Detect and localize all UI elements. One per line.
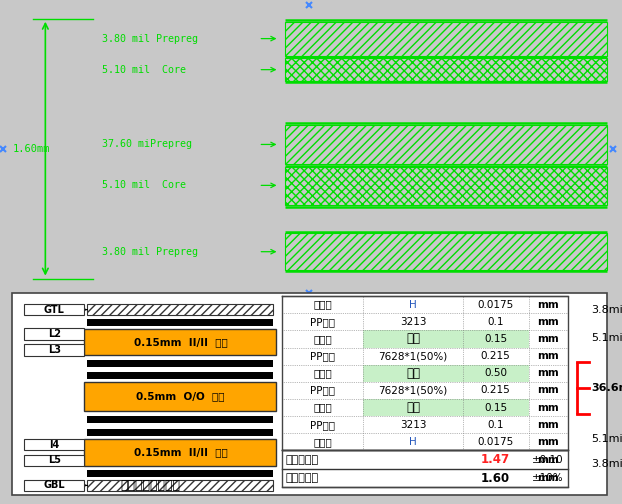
Bar [24,344,85,356]
Bar [87,304,274,315]
Bar [285,58,606,81]
Text: L3: L3 [48,345,61,355]
Text: 0.15mm  II/II  含鑰: 0.15mm II/II 含鑰 [134,337,227,347]
Text: L5: L5 [48,456,61,466]
Text: 銅厘：: 銅厘： [313,437,332,447]
FancyBboxPatch shape [85,382,276,411]
Bar [87,480,274,491]
Text: 3.8mil: 3.8mil [592,460,622,469]
Text: 含鑰: 含鑰 [406,333,420,345]
Bar [285,124,606,164]
Text: 0.50: 0.50 [484,368,507,379]
Text: H: H [409,300,417,309]
Text: 7628*1(50%): 7628*1(50%) [378,386,448,396]
Bar [24,480,85,491]
Text: 成品板厘：: 成品板厘： [285,473,318,483]
Text: 0.0175: 0.0175 [478,437,514,447]
Text: PP胶：: PP胶： [310,351,335,361]
Text: GTL: GTL [44,305,65,314]
Bar [87,429,274,436]
Bar [363,331,529,348]
Text: 5.10 mil  Core: 5.10 mil Core [103,65,187,75]
Text: 光板: 光板 [406,367,420,380]
Text: 5.10 mil  Core: 5.10 mil Core [103,180,187,191]
Text: 5.1mil+銅厘: 5.1mil+銅厘 [592,433,622,444]
Bar [87,416,274,423]
Text: 1.47: 1.47 [481,453,510,466]
Text: 含鑰: 含鑰 [406,401,420,414]
Text: 7628*1(50%): 7628*1(50%) [378,351,448,361]
Text: 1.60mm: 1.60mm [12,144,50,154]
Text: mm: mm [537,368,559,379]
Text: GBL: GBL [44,480,65,490]
Text: 0.15mm  II/II  含鑰: 0.15mm II/II 含鑰 [134,448,227,458]
Text: 芯板：: 芯板： [313,368,332,379]
Text: mm: mm [537,300,559,309]
Text: 3.8mil: 3.8mil [592,305,622,314]
Text: PP胶：: PP胶： [310,386,335,396]
Text: 3213: 3213 [400,420,426,430]
Text: l4: l4 [49,439,60,450]
Text: mm: mm [537,351,559,361]
Bar [87,372,274,379]
Text: 銅厘：: 銅厘： [313,300,332,309]
Text: 0.1: 0.1 [487,420,504,430]
Text: 37.60 miPrepreg: 37.60 miPrepreg [103,140,192,150]
Bar [87,319,274,326]
Text: 1.60: 1.60 [481,472,510,484]
Text: mm: mm [537,420,559,430]
Text: 八层板压合结构图: 八层板压合结构图 [121,479,180,491]
Text: mm: mm [537,317,559,327]
Bar [363,365,529,382]
Text: 芯板：: 芯板： [313,403,332,413]
Text: 压合厂度：: 压合厂度： [285,455,318,465]
Text: 0.1: 0.1 [487,317,504,327]
Bar [363,399,529,416]
Text: ±0.10: ±0.10 [532,455,563,465]
Bar [285,167,606,205]
Text: 36.6mil: 36.6mil [592,383,622,393]
Bar [24,329,85,340]
Text: mm: mm [537,455,559,465]
Text: 3213: 3213 [400,317,426,327]
Text: 芯板：: 芯板： [313,334,332,344]
Text: PP胶：: PP胶： [310,420,335,430]
Text: mm: mm [537,334,559,344]
Text: 0.15: 0.15 [484,403,507,413]
Text: mm: mm [537,437,559,447]
Text: 0.15: 0.15 [484,334,507,344]
Bar [285,22,606,55]
Bar [24,455,85,466]
Text: H: H [409,437,417,447]
Text: 5.1mil+銅厘: 5.1mil+銅厘 [592,332,622,342]
Text: 0.0175: 0.0175 [478,300,514,309]
Text: ±10%: ±10% [532,473,563,483]
Bar [24,439,85,451]
Text: mm: mm [537,403,559,413]
Bar [285,233,606,270]
Text: mm: mm [537,386,559,396]
Bar [87,360,274,367]
Text: PP胶：: PP胶： [310,317,335,327]
FancyBboxPatch shape [85,329,276,355]
Text: mm: mm [537,473,559,483]
FancyBboxPatch shape [85,439,276,466]
Text: 0.215: 0.215 [481,386,511,396]
Bar [87,470,274,477]
Bar [24,304,85,316]
Text: 3.80 mil Prepreg: 3.80 mil Prepreg [103,34,198,44]
Text: 0.215: 0.215 [481,351,511,361]
Text: 0.5mm  O/O  光板: 0.5mm O/O 光板 [136,392,225,402]
Text: L2: L2 [48,329,61,339]
Text: 3.80 mil Prepreg: 3.80 mil Prepreg [103,246,198,257]
